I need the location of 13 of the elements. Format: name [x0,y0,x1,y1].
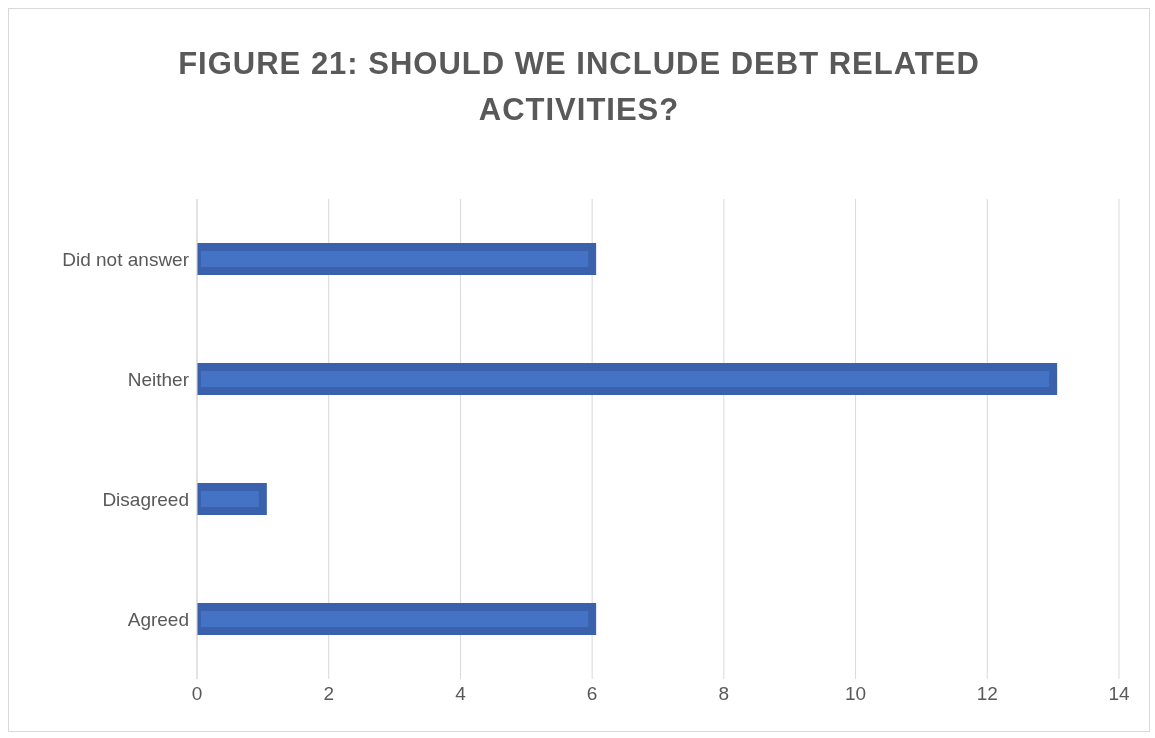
chart-title: FIGURE 21: SHOULD WE INCLUDE DEBT RELATED ACTIVITIES? [177,45,981,129]
y-tick-label: Disagreed [102,488,189,510]
y-tick-label: Agreed [127,608,189,630]
x-tick-label: 12 [976,683,998,705]
x-tick-label: 10 [845,683,867,705]
x-tick-label: 2 [323,683,334,705]
x-tick-label: 4 [455,683,467,705]
x-tick-label: 8 [718,683,730,705]
y-tick-label: Neither [127,368,190,390]
x-tick-label: 6 [586,683,598,705]
x-tick-label: 14 [1108,683,1130,705]
x-tick-label: 0 [191,683,203,705]
y-tick-label: Did not answer [62,248,190,270]
